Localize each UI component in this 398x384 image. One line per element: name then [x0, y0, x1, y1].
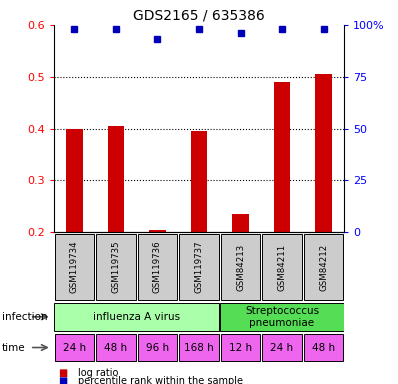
Text: 24 h: 24 h: [63, 343, 86, 353]
Text: GSM119737: GSM119737: [195, 240, 203, 293]
Bar: [262, 234, 302, 300]
Bar: [304, 334, 343, 361]
Bar: [179, 234, 219, 300]
Bar: [138, 234, 178, 300]
Text: 24 h: 24 h: [271, 343, 294, 353]
Bar: [66, 129, 83, 232]
Text: 48 h: 48 h: [104, 343, 127, 353]
Bar: [220, 303, 344, 331]
Text: infection: infection: [2, 312, 48, 322]
Bar: [191, 131, 207, 232]
Title: GDS2165 / 635386: GDS2165 / 635386: [133, 8, 265, 22]
Text: GSM119734: GSM119734: [70, 240, 79, 293]
Bar: [179, 334, 219, 361]
Text: Streptococcus
pneumoniae: Streptococcus pneumoniae: [245, 306, 319, 328]
Text: GSM84211: GSM84211: [277, 243, 287, 291]
Text: 96 h: 96 h: [146, 343, 169, 353]
Text: GSM119736: GSM119736: [153, 240, 162, 293]
Bar: [274, 82, 290, 232]
Bar: [138, 334, 178, 361]
Bar: [54, 303, 219, 331]
Text: ■: ■: [58, 368, 67, 378]
Text: time: time: [2, 343, 25, 353]
Bar: [304, 234, 343, 300]
Text: 168 h: 168 h: [184, 343, 214, 353]
Bar: [220, 334, 260, 361]
Text: log ratio: log ratio: [78, 368, 118, 378]
Bar: [96, 334, 136, 361]
Bar: [232, 214, 249, 232]
Text: GSM119735: GSM119735: [111, 240, 121, 293]
Bar: [55, 334, 94, 361]
Bar: [149, 230, 166, 232]
Text: ■: ■: [58, 376, 67, 384]
Text: percentile rank within the sample: percentile rank within the sample: [78, 376, 243, 384]
Text: GSM84213: GSM84213: [236, 243, 245, 291]
Text: influenza A virus: influenza A virus: [93, 312, 180, 322]
Bar: [262, 334, 302, 361]
Bar: [55, 234, 94, 300]
Bar: [96, 234, 136, 300]
Bar: [108, 126, 124, 232]
Text: 48 h: 48 h: [312, 343, 335, 353]
Text: 12 h: 12 h: [229, 343, 252, 353]
Bar: [220, 234, 260, 300]
Bar: [315, 74, 332, 232]
Text: GSM84212: GSM84212: [319, 243, 328, 291]
